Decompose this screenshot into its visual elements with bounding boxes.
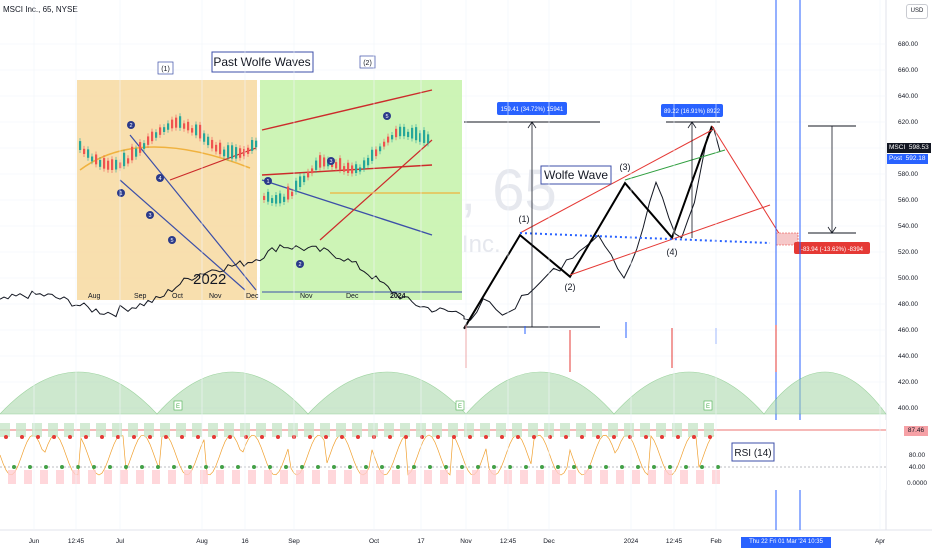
price-tick-label: 500.00 [898,275,918,282]
post-tag-label: Post [889,155,903,162]
time-tick-label: Apr [875,538,886,545]
wave-point-label: (2) [565,282,576,292]
past-wave-panel-1 [77,80,258,300]
timescale-selection[interactable]: Thu 22 Fri 01 Mar '24 10:35 [741,537,831,548]
price-tick-label: 420.00 [898,379,918,386]
callout-past-wolfe: Past Wolfe Waves [213,55,310,69]
panel-1-tick: Sep [134,293,147,300]
price-tick-label: 680.00 [898,41,918,48]
time-tick-label: Sep [288,538,300,545]
price-tick-label: 520.00 [898,249,918,256]
chart-title: MSCI Inc., 65, NYSE [3,5,78,14]
price-tick-label: 540.00 [898,223,918,230]
past-wave-panel-2 [260,80,462,300]
measure-label-1: 159.41 (34.72%) 15941 [501,107,564,113]
svg-text:E: E [458,404,462,410]
wolfe-wave-labels: (1) (2) (3) (4) [519,162,678,292]
panel-label-1: (1) [161,66,170,73]
rsi-tick-label: 0.0000 [907,480,927,487]
svg-text:3: 3 [329,159,332,165]
price-tick-label: 620.00 [898,119,918,126]
time-tick-label: Nov [460,538,472,545]
time-tick-label: Jul [116,538,125,545]
time-axis[interactable]: Jun 12:45 Jul Aug 16 Sep Oct 17 Nov 12:45 Dec 2024 1… [29,0,886,545]
post-tag-value: 592.18 [905,155,926,162]
rsi-panel [0,423,720,484]
panel-label-2: (2) [363,60,372,67]
callout-wolfe-wave: Wolfe Wave [544,168,608,182]
rsi-tick-label: 40.00 [909,464,926,471]
measure-label-2: 89.22 (16.91%) 8922 [664,109,721,115]
time-tick-label: Jun [29,538,40,545]
rsi-axis: 80.00 40.00 0.0000 [907,452,927,487]
time-tick-label: 16 [241,538,249,545]
panel-2-tick: Dec [346,293,359,300]
panel-1-tick: Aug [88,293,101,300]
price-tag-symbol: MSCI [889,144,906,151]
svg-text:3: 3 [148,213,151,219]
panel-1-tick: Oct [172,293,183,300]
svg-text:1: 1 [119,191,122,197]
price-tick-label: 400.00 [898,405,918,412]
wave-point-label: (1) [519,214,530,224]
time-tick-label: 12:45 [666,538,683,545]
price-tick-label: 480.00 [898,301,918,308]
panel-1-tick: Dec [246,293,259,300]
volume-markers [465,322,777,372]
price-tag-last: 598.53 [908,144,929,151]
svg-text:2: 2 [129,123,132,129]
svg-text:5: 5 [170,238,173,244]
time-tick-label: Aug [196,538,208,545]
price-line [0,126,721,321]
wolfe-wave-line [463,125,713,330]
time-tick-label: 12:45 [68,538,85,545]
time-tick-label: 2024 [624,538,639,545]
wave-point-label: (4) [667,247,678,257]
panel-1-time-axis: Aug Sep Oct Nov Dec [88,293,259,300]
svg-text:1: 1 [266,179,269,185]
svg-text:5: 5 [385,114,388,120]
time-tick-label: 12:45 [500,538,517,545]
rsi-legend: RSI (14) [734,448,771,459]
panel-2-tick: Nov [300,293,313,300]
price-tick-label: 460.00 [898,327,918,334]
time-tick-label: Oct [369,538,379,545]
currency-button[interactable]: USD [906,4,928,19]
panel-1-tick: Nov [209,293,222,300]
last-price-tag: MSCI 598.53 [887,143,931,153]
svg-text:4: 4 [158,176,161,182]
time-tick-label: Dec [543,538,555,545]
post-price-tag: Post 592.18 [887,154,928,164]
rsi-tick-label: 80.00 [909,452,926,459]
wave-point-label: (3) [620,162,631,172]
price-tick-label: 640.00 [898,93,918,100]
svg-text:E: E [176,404,180,410]
panel-1-year-label: 2022 [193,271,226,288]
price-tick-label: 580.00 [898,171,918,178]
price-tick-label: 440.00 [898,353,918,360]
svg-text:E: E [706,404,710,410]
time-tick-label: 17 [417,538,425,545]
rsi-value-tag: 87.46 [904,426,928,436]
price-tick-label: 560.00 [898,197,918,204]
watermark-sub: Inc. [462,231,501,258]
measure-label-3: -83.94 (-13.62%) -8394 [801,247,864,253]
price-tick-label: 660.00 [898,67,918,74]
inset-candles: 1 2 3 4 5 1 2 3 5 [79,112,430,268]
svg-text:2: 2 [298,262,301,268]
time-tick-label: Feb [710,538,722,545]
